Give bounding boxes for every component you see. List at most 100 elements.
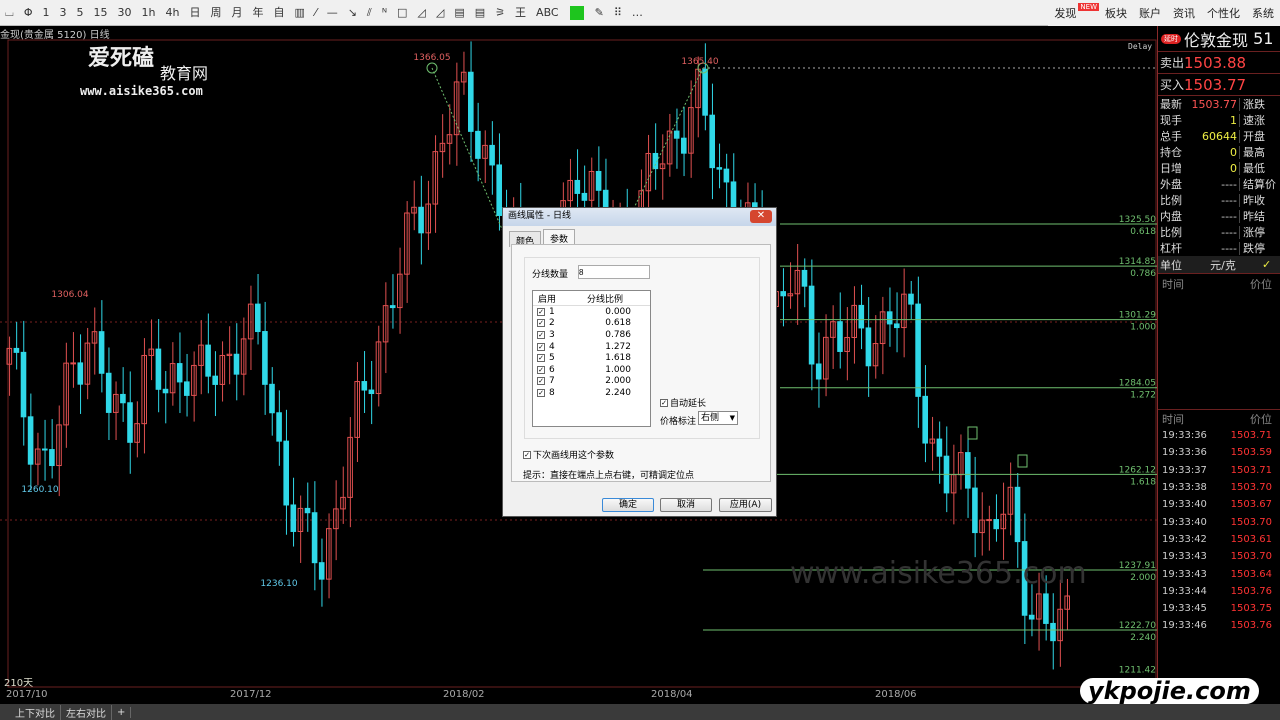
candle-body [922,395,929,444]
toolbar-tool-21[interactable]: ◿ [417,5,426,19]
line-ratio: 1.000 [605,364,631,375]
toolbar-tool-22[interactable]: ◿ [435,5,445,19]
enable-checkbox[interactable]: ✓ [537,330,545,339]
enable-checkbox[interactable]: ✓ [537,377,545,386]
toolbar-tool-10[interactable]: 周 [210,5,222,19]
toolbar-tool-27[interactable]: ABC [536,5,559,19]
ok-button[interactable]: 确定 [602,498,654,512]
toolbar-tool-30[interactable]: ⠿ [613,5,622,19]
toolbar-tool-13[interactable]: 自 [273,5,285,19]
candle-body [929,438,936,444]
toolbar-tool-24[interactable]: ▤ [474,5,486,19]
toolbar-tool-25[interactable]: ⚞ [495,5,506,19]
enable-checkbox[interactable]: ✓ [537,307,545,316]
tick-row: 19:33:36 1503.59 [1158,444,1280,461]
toolbar-tool-17[interactable]: ↘ [347,5,357,19]
toolbar-tool-9[interactable]: 日 [189,5,201,19]
candle-body [595,170,602,191]
bottom-bar: 上下对比 左右对比 + [0,704,1280,720]
toolbar-tool-8[interactable]: 4h [165,5,180,19]
enable-checkbox[interactable]: ✓ [537,388,545,397]
candle-body [468,71,474,132]
toolbar-tool-15[interactable]: ⁄ [314,5,317,19]
candle-body [134,423,140,443]
enable-checkbox[interactable]: ✓ [537,354,545,363]
toolbar-tool-4[interactable]: 5 [76,5,84,19]
toolbar-tool-26[interactable]: 王 [515,5,527,19]
candle-body [184,381,190,396]
candle-body [42,448,48,451]
toolbar-tool-31[interactable]: … [631,5,643,19]
unit-label: 单位 [1160,258,1182,272]
toolbar-tool-19[interactable]: ᴺ [381,5,388,19]
candle-body [723,168,730,183]
nav-1[interactable]: 板块 [1105,7,1127,20]
candle-body [567,179,574,202]
toolbar-tool-2[interactable]: 1 [42,5,50,19]
candle-body [247,303,254,340]
close-button[interactable]: ✕ [750,210,772,223]
toolbar-tool-23[interactable]: ▤ [454,5,465,19]
nav-3[interactable]: 资讯 [1173,7,1195,20]
candle-body [368,389,375,395]
enable-checkbox[interactable]: ✓ [537,342,545,351]
quote-row: 总手 60644 开盘 [1158,128,1280,144]
toolbar-tool-5[interactable]: 15 [93,5,108,19]
bottom-tab-2[interactable]: + [112,706,132,718]
toolbar-tool-1[interactable]: Φ [23,5,33,19]
tab-params[interactable]: 参数 [543,229,576,247]
nav-5[interactable]: 系统 [1252,7,1274,20]
count-label: 分线数量 [532,270,569,280]
candle-body [262,331,268,385]
candle-body [915,303,921,397]
toolbar-tool-20[interactable]: □ [397,5,408,19]
toolbar-tool-12[interactable]: 年 [252,5,264,19]
candle-body [794,269,801,295]
price-mark-select[interactable]: 右侧 ▼ [698,411,738,425]
row-value: 0 [1184,161,1240,175]
toolbar-tool-7[interactable]: 1h [141,5,156,19]
tick-row: 19:33:42 1503.61 [1158,531,1280,548]
auto-extend-checkbox[interactable]: ✓ [660,398,668,407]
toolbar-tool-11[interactable]: 月 [231,5,243,19]
candle-body [269,383,275,414]
tick-price: 1503.70 [1230,516,1272,528]
toolbar-tool-16[interactable]: — [326,5,338,19]
apply-button[interactable]: 应用(A) [719,498,772,512]
candle-body [801,269,808,287]
candle-body [6,347,13,365]
line-ratio: 2.240 [605,387,631,398]
fib-ratio-label: 2.000 [1130,573,1156,583]
nav-4[interactable]: 个性化 [1207,7,1240,20]
candle-body [425,203,431,234]
tab-color[interactable]: 颜色 [509,231,542,247]
cancel-button[interactable]: 取消 [660,498,712,512]
next-use-checkbox[interactable]: ✓ [523,450,531,459]
candle-body [318,562,325,580]
bottom-tab-1[interactable]: 左右对比 [61,704,112,720]
enable-checkbox[interactable]: ✓ [537,319,545,328]
candle-body [965,452,971,489]
toolbar-tool-6[interactable]: 30 [117,5,132,19]
quote-row: 现手 1 速涨 [1158,112,1280,128]
candle-body [148,348,155,356]
candle-body [226,353,233,356]
toolbar-tool-28[interactable] [569,5,584,20]
toolbar-tool-14[interactable]: ▥ [294,5,305,19]
toolbar-tool-18[interactable]: ⫽ [366,5,372,19]
enable-checkbox[interactable]: ✓ [537,365,545,374]
nav-0[interactable]: 发现 [1054,7,1077,20]
hint-text: 提示：直接在端点上点右键，可精调定位点 [523,471,695,481]
row-label-right: 昨收 [1243,194,1265,207]
candle-body [98,331,105,374]
count-input[interactable] [578,265,650,279]
toolbar-tool-3[interactable]: 3 [59,5,67,19]
nav-2[interactable]: 账户 [1139,7,1161,20]
tick-row: 19:33:36 1503.71 [1158,427,1280,444]
bottom-tab-0[interactable]: 上下对比 [10,704,61,720]
candle-body [702,68,708,116]
toolbar-tool-0[interactable]: ⌴ [5,5,14,19]
toolbar-tool-29[interactable]: ✎ [594,5,604,19]
tick-time: 19:33:36 [1162,447,1207,459]
candle-body [397,273,403,309]
